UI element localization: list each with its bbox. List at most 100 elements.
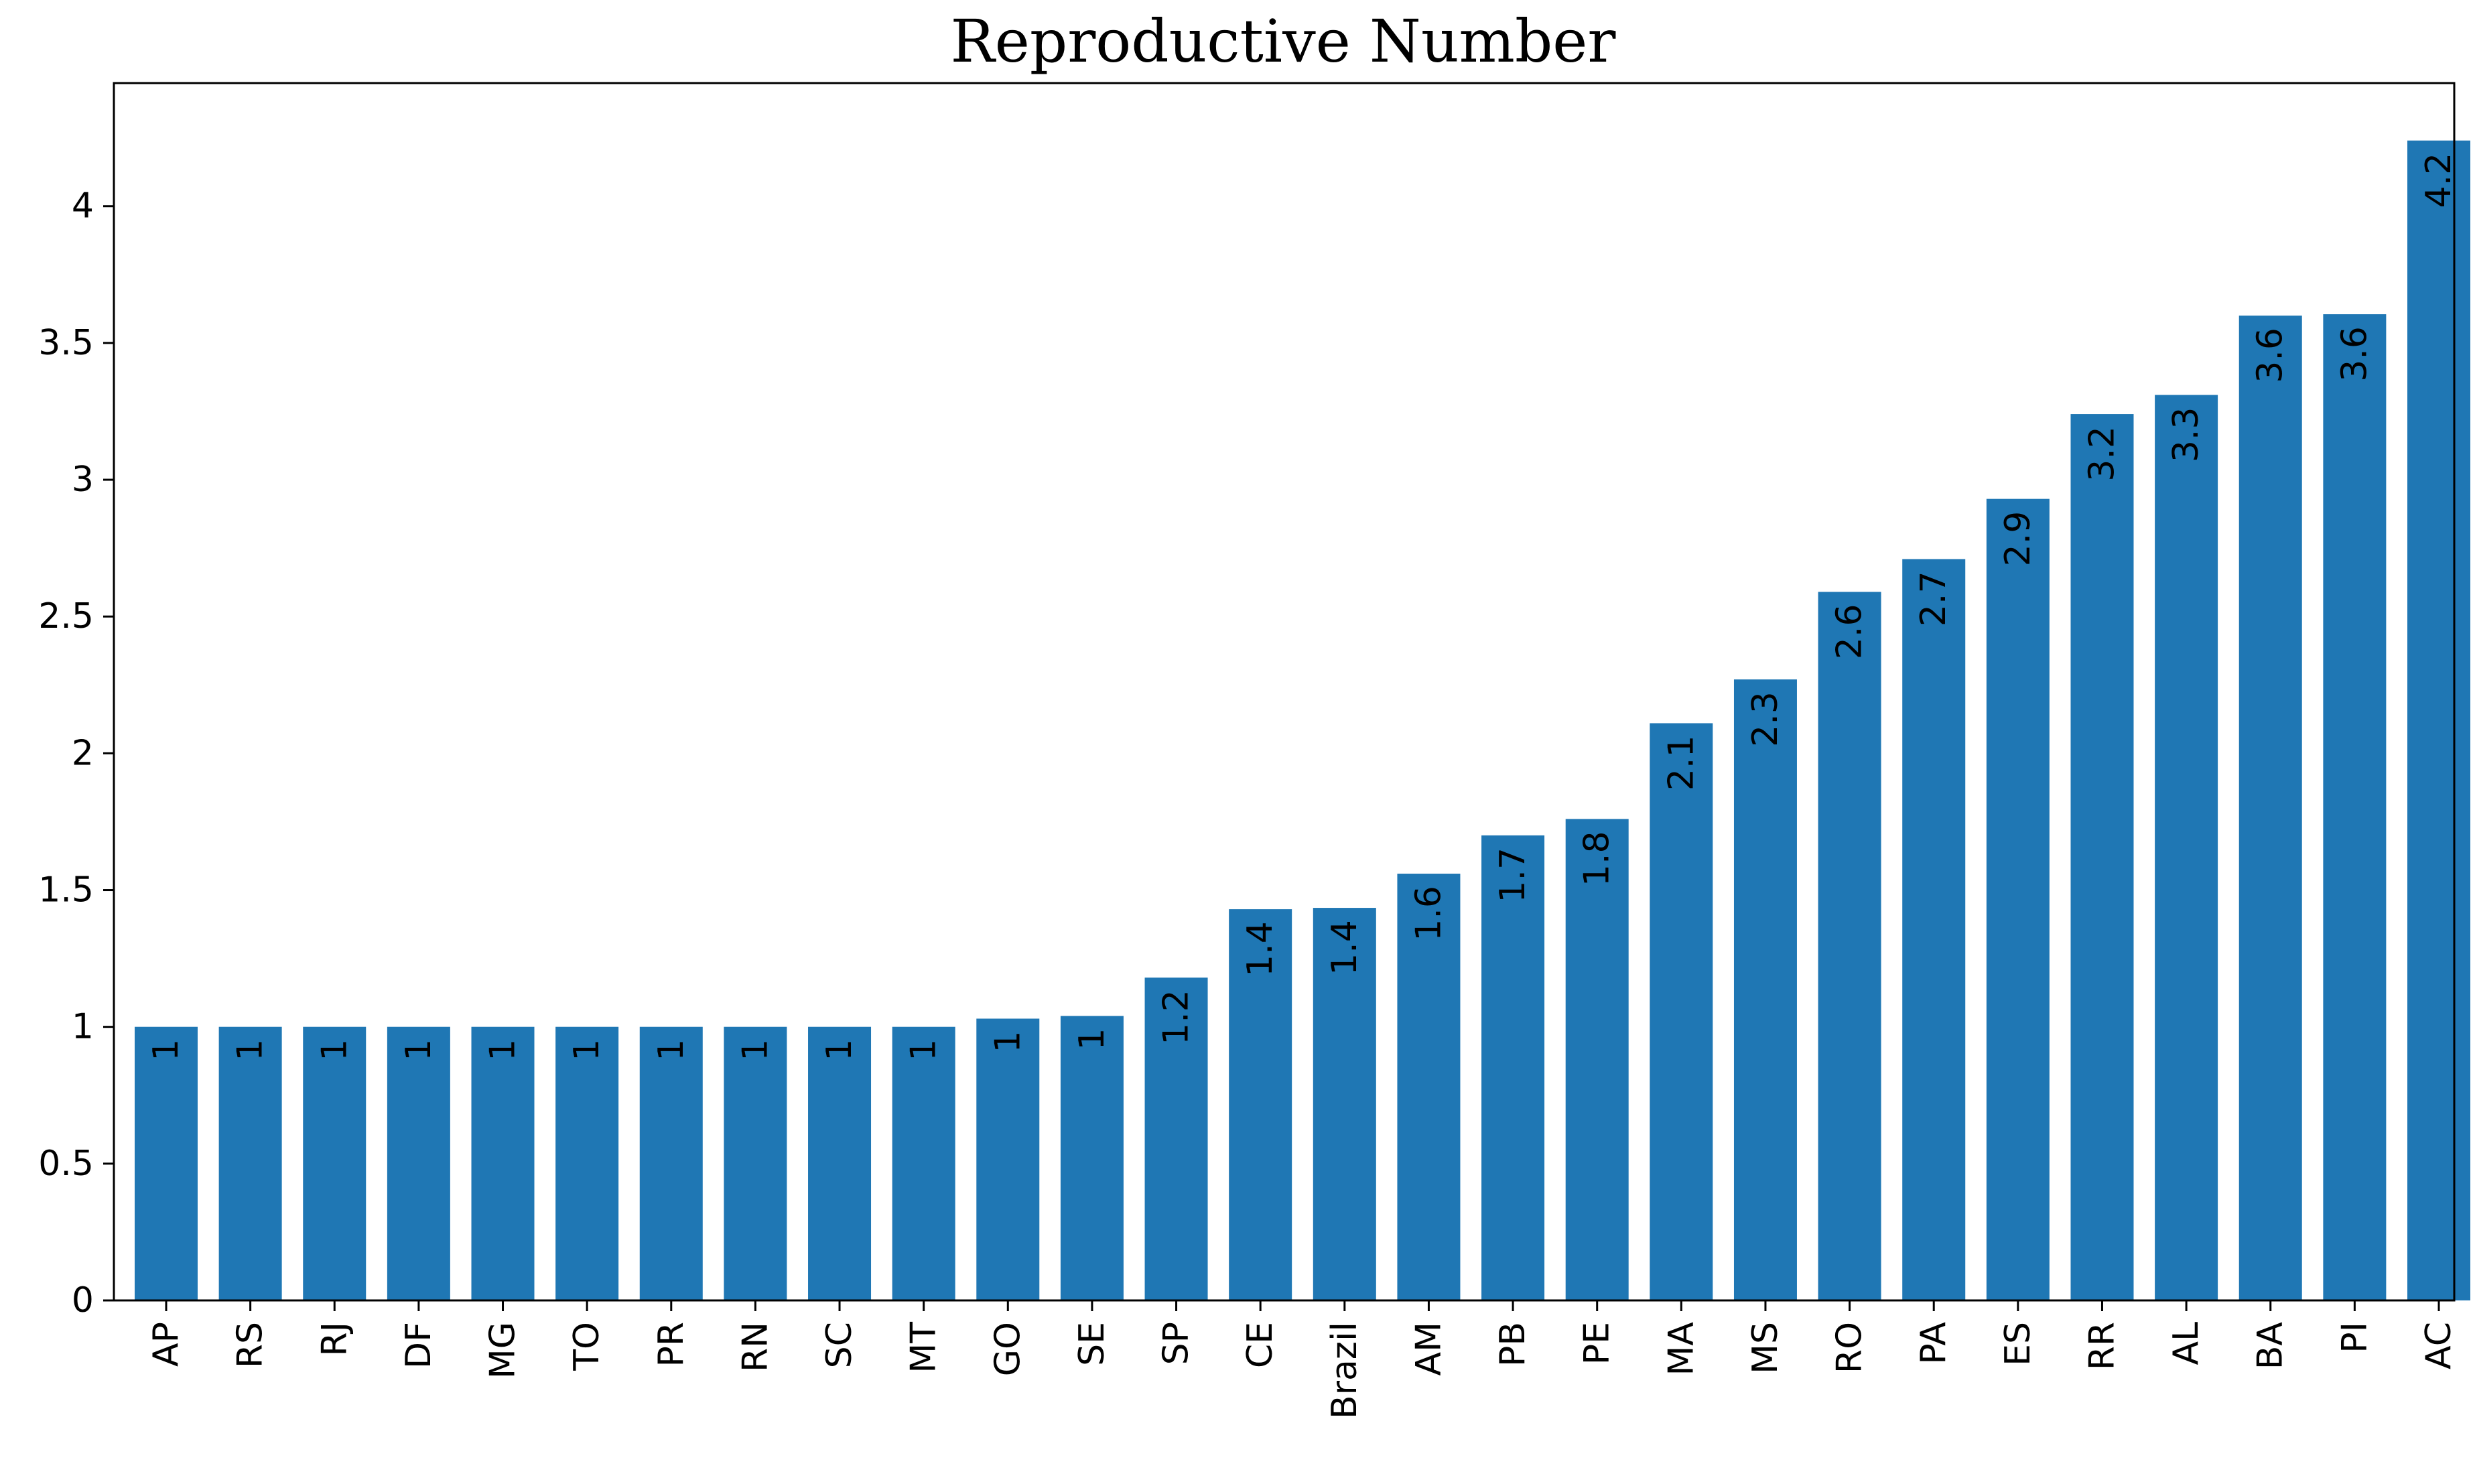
y-tick-label: 1 bbox=[72, 1007, 94, 1047]
bar-pi bbox=[2323, 314, 2387, 1300]
y-tick-label: 2 bbox=[72, 733, 94, 773]
bar-value-label-rn: 1 bbox=[735, 1039, 775, 1061]
x-tick-label-pe: PE bbox=[1577, 1322, 1617, 1365]
bar-mt bbox=[892, 1026, 955, 1300]
bars-group bbox=[135, 140, 2470, 1301]
x-tick-label-ms: MS bbox=[1745, 1322, 1786, 1374]
bar-value-label-am: 1.6 bbox=[1408, 886, 1449, 941]
bar-value-label-brazil: 1.4 bbox=[1325, 920, 1365, 975]
y-axis: 0 0.5 1 1.5 2 2.5 3 3.5 4 bbox=[38, 186, 114, 1321]
bar-mg bbox=[471, 1026, 535, 1300]
bar-value-label-pa: 2.7 bbox=[1914, 571, 1954, 626]
bar-value-label-pe: 1.8 bbox=[1577, 831, 1617, 886]
bar-value-label-ac: 4.2 bbox=[2419, 153, 2459, 208]
bar-value-label-al: 3.3 bbox=[2166, 407, 2206, 462]
x-tick-label-to: TO bbox=[567, 1322, 607, 1371]
bar-value-label-rs: 1 bbox=[230, 1039, 271, 1061]
y-tick-label: 2.5 bbox=[38, 596, 94, 636]
bar-value-label-se: 1 bbox=[1072, 1028, 1112, 1050]
x-tick-label-ap: AP bbox=[146, 1322, 186, 1367]
bar-ms bbox=[1733, 679, 1797, 1300]
bar-value-label-ro: 2.6 bbox=[1830, 604, 1870, 659]
bar-es bbox=[1986, 498, 2050, 1300]
x-tick-label-rn: RN bbox=[735, 1322, 775, 1372]
bar-rs bbox=[218, 1026, 282, 1300]
x-tick-label-mt: MT bbox=[904, 1322, 944, 1373]
y-tick-label: 3.5 bbox=[38, 323, 94, 363]
plot-frame bbox=[113, 82, 2456, 1302]
x-tick-label-se: SE bbox=[1072, 1322, 1112, 1366]
bar-am bbox=[1397, 874, 1461, 1300]
x-tick-label-pi: PI bbox=[2334, 1322, 2375, 1353]
x-tick-label-ce: CE bbox=[1240, 1322, 1280, 1368]
bar-sp bbox=[1144, 977, 1208, 1300]
bar-value-label-ce: 1.4 bbox=[1240, 921, 1280, 977]
x-tick-label-sp: SP bbox=[1156, 1322, 1197, 1365]
x-tick-label-al: AL bbox=[2166, 1322, 2206, 1365]
chart-title: Reproductive Number bbox=[951, 7, 1617, 76]
bar-to bbox=[555, 1026, 619, 1300]
bar-value-label-df: 1 bbox=[399, 1039, 439, 1061]
bar-value-label-pb: 1.7 bbox=[1493, 848, 1533, 903]
x-tick-label-go: GO bbox=[988, 1322, 1028, 1376]
y-tick-label: 1.5 bbox=[38, 870, 94, 910]
bar-ro bbox=[1818, 592, 1881, 1301]
bar-pb bbox=[1481, 835, 1545, 1300]
bar-value-label-mg: 1 bbox=[483, 1039, 523, 1061]
bar-value-label-ms: 2.3 bbox=[1745, 691, 1786, 747]
bar-pa bbox=[1902, 559, 1966, 1300]
x-tick-label-sc: SC bbox=[819, 1322, 860, 1368]
bar-value-label-pi: 3.6 bbox=[2334, 326, 2375, 382]
bar-labels-group: 1 1 1 1 1 1 1 1 1 1 1 1 1.2 1.4 1.4 1.6 1.7 1.8 2.1 2.3 2.6 2… bbox=[146, 153, 2459, 1061]
bar-ce bbox=[1229, 909, 1292, 1300]
bar-value-label-rr: 3.2 bbox=[2082, 426, 2122, 482]
y-tick-label: 0.5 bbox=[38, 1144, 94, 1184]
x-tick-label-rr: RR bbox=[2082, 1322, 2122, 1370]
bar-value-label-rj: 1 bbox=[314, 1039, 354, 1061]
bar-value-label-sc: 1 bbox=[819, 1039, 860, 1061]
x-tick-label-brazil: Brazil bbox=[1325, 1322, 1365, 1419]
x-tick-label-es: ES bbox=[1998, 1322, 2038, 1366]
bar-ac bbox=[2407, 140, 2470, 1300]
x-tick-label-df: DF bbox=[399, 1322, 439, 1369]
bar-value-label-to: 1 bbox=[567, 1039, 607, 1061]
bar-go bbox=[976, 1018, 1040, 1300]
bar-pe bbox=[1565, 819, 1629, 1300]
bar-value-label-mt: 1 bbox=[904, 1039, 944, 1061]
x-tick-label-am: AM bbox=[1408, 1322, 1449, 1375]
bar-value-label-es: 2.9 bbox=[1998, 511, 2038, 567]
bar-value-label-go: 1 bbox=[988, 1030, 1028, 1053]
bar-value-label-pr: 1 bbox=[651, 1039, 691, 1061]
bar-rr bbox=[2070, 414, 2134, 1300]
bar-se bbox=[1060, 1016, 1124, 1300]
bar-rj bbox=[303, 1026, 366, 1300]
x-tick-label-rs: RS bbox=[230, 1322, 271, 1368]
bar-df bbox=[387, 1026, 450, 1300]
bar-sc bbox=[808, 1026, 872, 1300]
x-tick-label-ro: RO bbox=[1830, 1322, 1870, 1373]
y-tick-label: 4 bbox=[72, 186, 94, 226]
y-tick-label: 3 bbox=[72, 460, 94, 500]
x-tick-label-pa: PA bbox=[1914, 1322, 1954, 1365]
x-tick-label-rj: RJ bbox=[314, 1322, 354, 1356]
x-tick-label-ba: BA bbox=[2251, 1322, 2291, 1370]
x-tick-label-ac: AC bbox=[2419, 1322, 2459, 1369]
bar-value-label-ma: 2.1 bbox=[1661, 735, 1701, 791]
x-tick-label-pr: PR bbox=[651, 1322, 691, 1367]
x-tick-label-pb: PB bbox=[1493, 1322, 1533, 1367]
bar-ap bbox=[135, 1026, 198, 1300]
bar-pr bbox=[639, 1026, 703, 1300]
bar-ma bbox=[1650, 723, 1713, 1300]
bar-brazil bbox=[1313, 908, 1376, 1300]
y-tick-label: 0 bbox=[72, 1280, 94, 1321]
bar-al bbox=[2155, 395, 2218, 1300]
bar-ba bbox=[2238, 316, 2302, 1301]
bar-value-label-ap: 1 bbox=[146, 1039, 186, 1061]
bar-rn bbox=[724, 1026, 787, 1300]
x-tick-label-mg: MG bbox=[483, 1322, 523, 1379]
bar-value-label-ba: 3.6 bbox=[2251, 328, 2291, 383]
x-axis: AP RS RJ DF MG TO PR RN SC MT GO SE SP CE Brazil AM PB PE… bbox=[146, 1300, 2459, 1419]
x-tick-label-ma: MA bbox=[1661, 1322, 1701, 1376]
bar-value-label-sp: 1.2 bbox=[1156, 990, 1197, 1045]
